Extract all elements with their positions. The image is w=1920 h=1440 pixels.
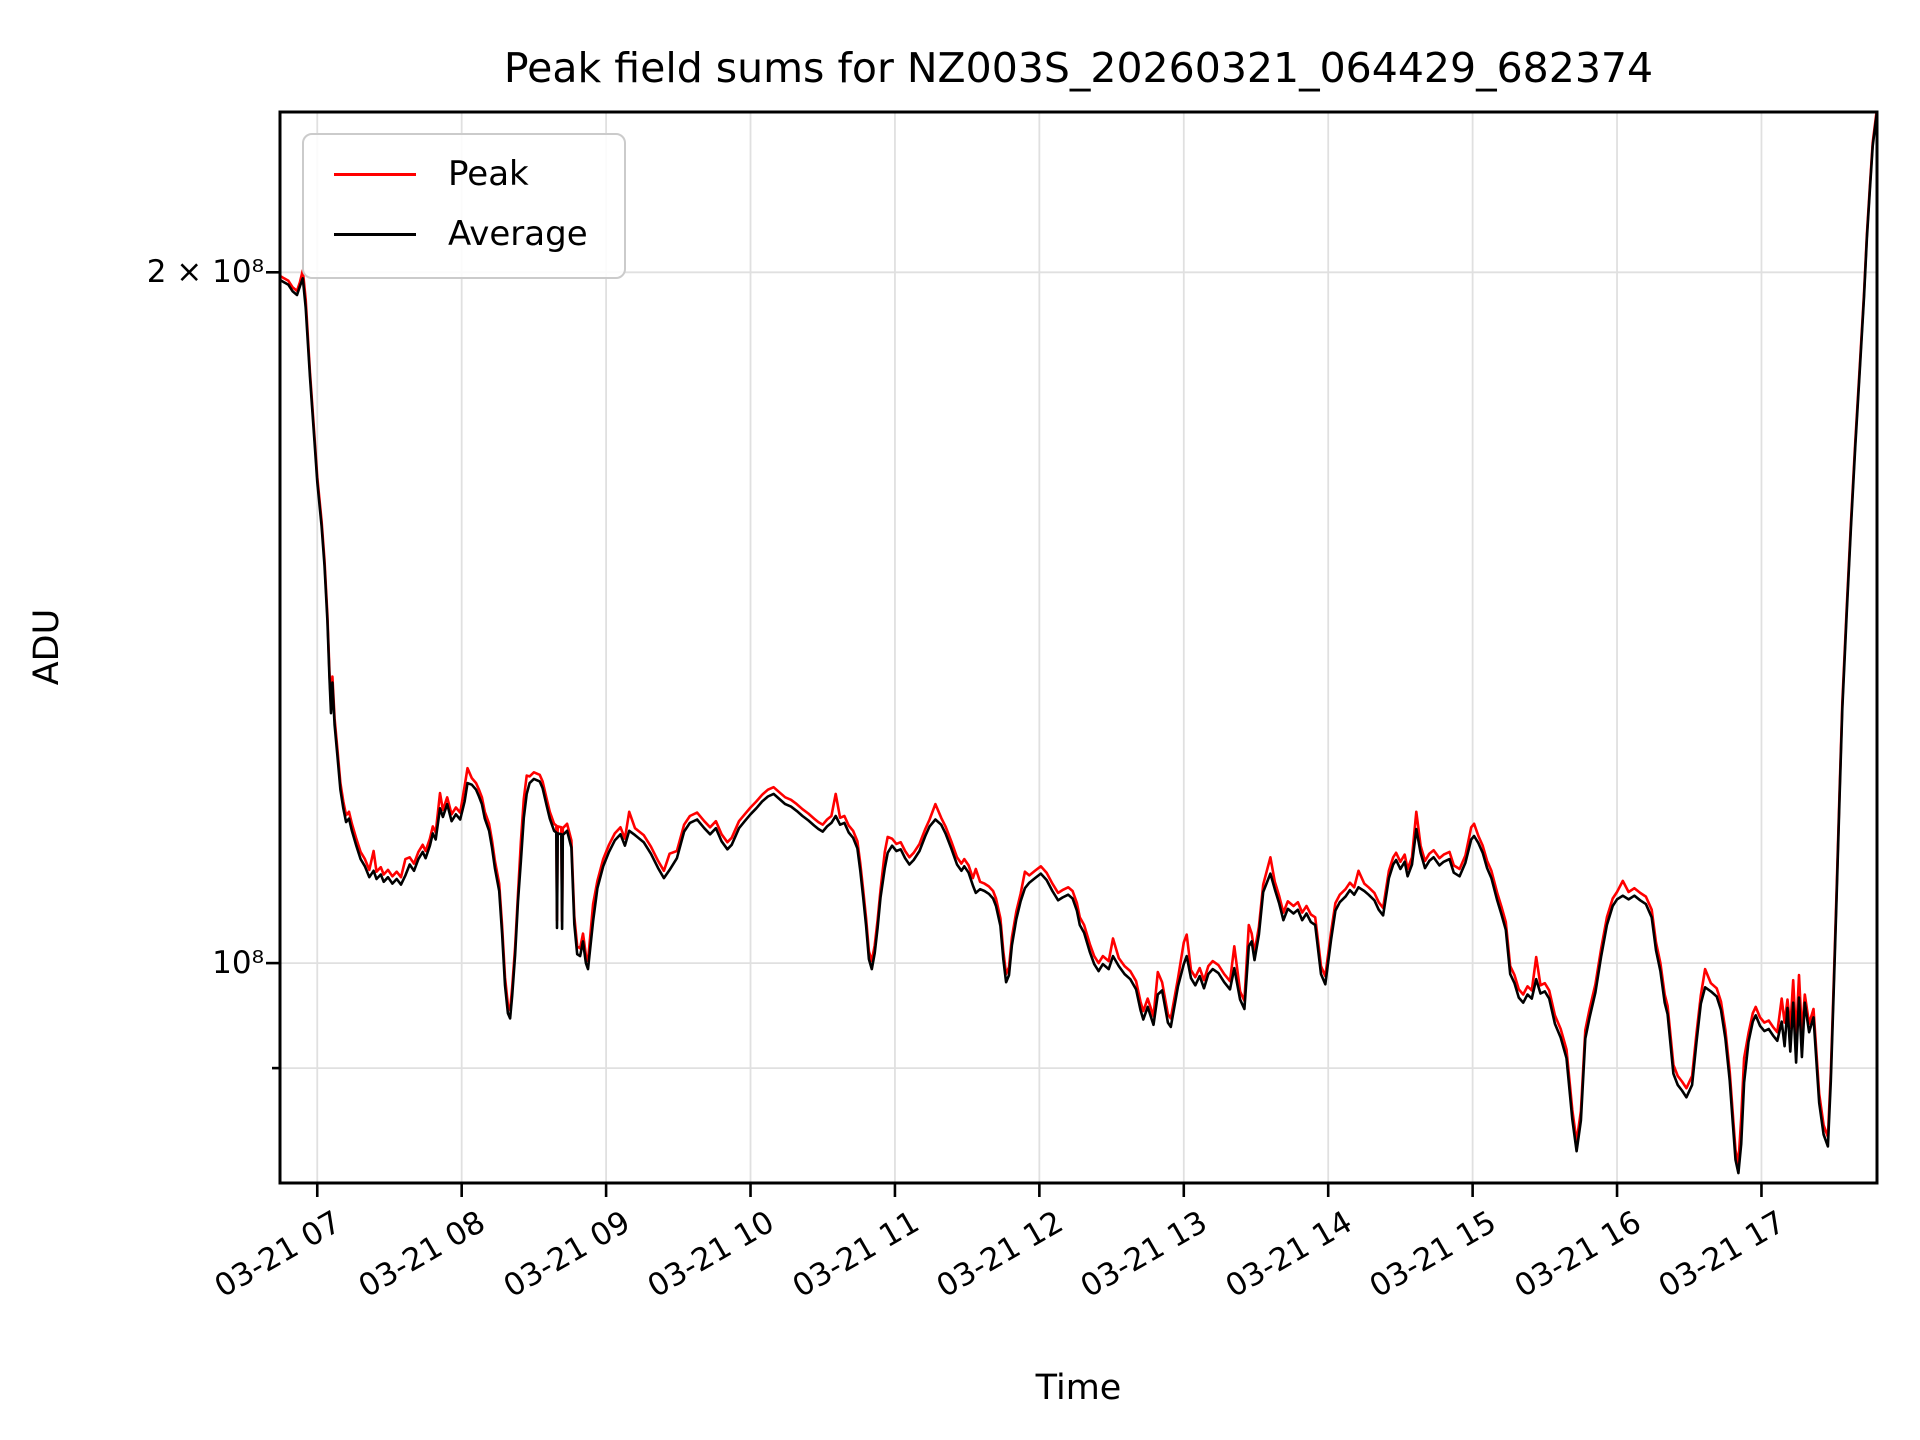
y-tick-label: 10⁸ (212, 945, 264, 982)
legend-entry-average: Average (334, 215, 588, 253)
legend-entry-peak: Peak (334, 155, 588, 193)
average-line-sample (334, 232, 416, 236)
y-axis-label: ADU (27, 608, 67, 686)
axes-frame (278, 110, 1879, 1185)
peak-line-sample (334, 172, 416, 176)
legend: Peak Average (302, 133, 626, 279)
chart-title: Peak field sums for NZ003S_20260321_0644… (503, 44, 1654, 92)
legend-label-peak: Peak (448, 154, 529, 194)
y-tick-label: 2 × 10⁸ (146, 254, 264, 291)
x-axis-label: Time (1035, 1368, 1122, 1408)
average-series-line (280, 112, 1877, 1175)
legend-label-average: Average (448, 214, 588, 254)
